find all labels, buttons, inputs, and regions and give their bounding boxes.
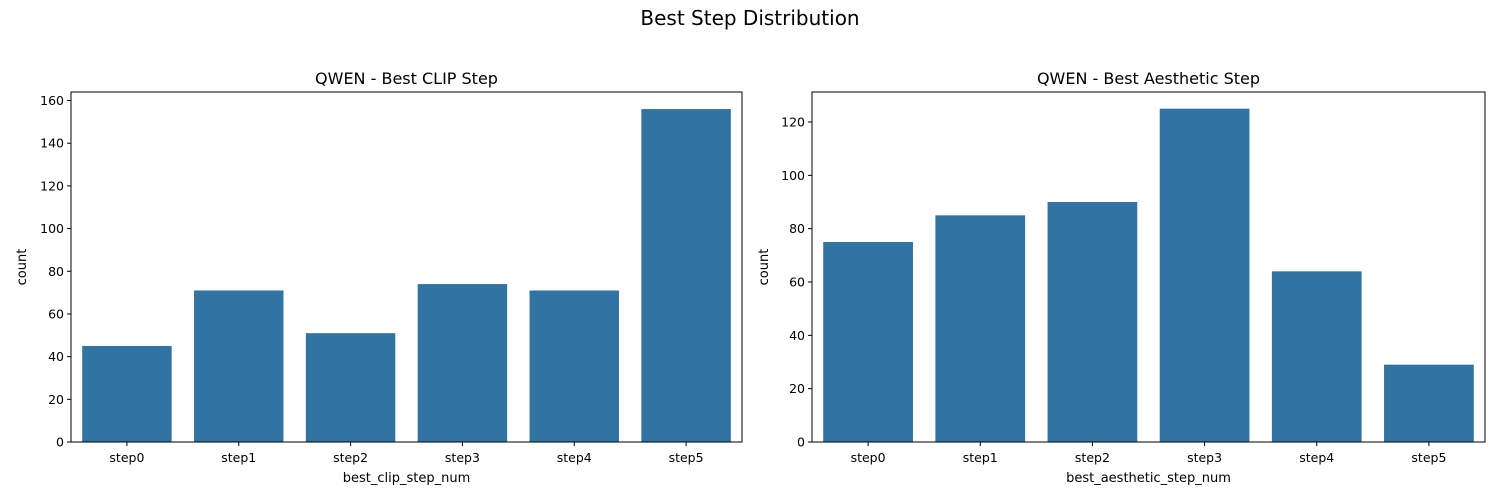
y-tick-label: 140 bbox=[40, 136, 64, 151]
y-axis-label: count bbox=[15, 249, 30, 286]
y-tick-label: 20 bbox=[789, 381, 805, 396]
x-axis-label: best_clip_step_num bbox=[343, 471, 471, 486]
bar-step1 bbox=[935, 215, 1026, 442]
y-tick-label: 60 bbox=[789, 275, 805, 290]
bar-step2 bbox=[1047, 202, 1138, 442]
x-axis-ticks: step0 step1 step2 step3 step4 step5 bbox=[851, 442, 1446, 465]
y-tick-label: 100 bbox=[40, 221, 64, 236]
chart-best-clip-step: QWEN - Best CLIP Step 0 20 40 60 80 100 120 140… bbox=[15, 69, 743, 486]
chart-best-aesthetic-step: QWEN - Best Aesthetic Step 0 20 40 60 80 100 1… bbox=[757, 69, 1486, 486]
x-tick-label: step2 bbox=[1075, 450, 1110, 465]
bar-step5 bbox=[1384, 364, 1474, 442]
figure-suptitle: Best Step Distribution bbox=[640, 6, 859, 30]
y-axis-ticks: 0 20 40 60 80 100 120 140 160 bbox=[40, 93, 71, 450]
bar-step3 bbox=[417, 284, 508, 442]
chart-title: QWEN - Best CLIP Step bbox=[315, 69, 498, 88]
y-tick-label: 40 bbox=[48, 349, 64, 364]
y-tick-label: 120 bbox=[40, 178, 64, 193]
y-tick-label: 160 bbox=[40, 93, 64, 108]
y-tick-label: 80 bbox=[48, 264, 64, 279]
y-tick-label: 100 bbox=[781, 168, 805, 183]
x-tick-label: step4 bbox=[1299, 450, 1334, 465]
y-tick-label: 60 bbox=[48, 306, 64, 321]
x-tick-label: step3 bbox=[1187, 450, 1222, 465]
bar-step4 bbox=[1271, 271, 1362, 442]
y-tick-label: 20 bbox=[48, 392, 64, 407]
y-tick-label: 40 bbox=[789, 328, 805, 343]
x-axis-label: best_aesthetic_step_num bbox=[1066, 471, 1231, 486]
y-tick-label: 0 bbox=[797, 435, 805, 450]
y-tick-label: 0 bbox=[56, 435, 64, 450]
bar-step5 bbox=[641, 109, 731, 442]
x-tick-label: step5 bbox=[669, 450, 704, 465]
x-tick-label: step4 bbox=[557, 450, 592, 465]
x-tick-label: step0 bbox=[851, 450, 886, 465]
x-tick-label: step1 bbox=[963, 450, 998, 465]
bar-step0 bbox=[823, 242, 913, 442]
y-tick-label: 80 bbox=[789, 221, 805, 236]
x-tick-label: step5 bbox=[1411, 450, 1446, 465]
x-axis-ticks: step0 step1 step2 step3 step4 step5 bbox=[109, 442, 704, 465]
x-tick-label: step2 bbox=[333, 450, 368, 465]
bar-step2 bbox=[305, 333, 396, 442]
bar-step4 bbox=[529, 290, 619, 442]
bar-step1 bbox=[194, 290, 284, 442]
axes-frame bbox=[811, 91, 1486, 443]
chart-title: QWEN - Best Aesthetic Step bbox=[1037, 69, 1260, 88]
y-axis-ticks: 0 20 40 60 80 100 120 bbox=[781, 115, 812, 450]
x-tick-label: step3 bbox=[445, 450, 480, 465]
y-axis-label: count bbox=[757, 249, 772, 286]
y-tick-label: 120 bbox=[781, 115, 805, 130]
bar-step0 bbox=[82, 345, 172, 442]
axes-frame bbox=[70, 91, 743, 443]
x-tick-label: step1 bbox=[221, 450, 256, 465]
bar-step3 bbox=[1159, 108, 1250, 443]
x-tick-label: step0 bbox=[109, 450, 144, 465]
bar-group bbox=[823, 108, 1474, 443]
bar-group bbox=[82, 109, 731, 442]
